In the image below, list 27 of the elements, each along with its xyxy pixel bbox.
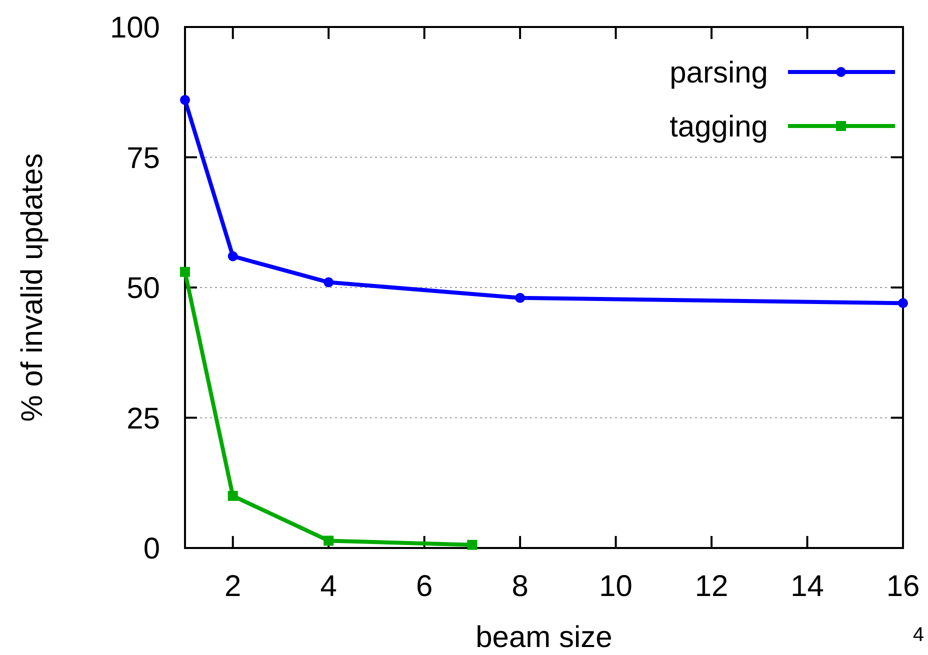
point <box>228 251 238 262</box>
x-tick-label: 8 <box>512 570 528 603</box>
point <box>515 292 526 303</box>
point <box>324 536 334 546</box>
legend-label: tagging <box>670 110 768 144</box>
point <box>228 490 238 501</box>
x-tick-label: 10 <box>599 570 632 603</box>
point <box>898 298 908 308</box>
text: 4 <box>912 624 924 646</box>
point <box>467 540 478 550</box>
y-tick-label: 75 <box>126 142 160 175</box>
x-axis-title: beam size <box>476 621 612 654</box>
y-tick-label: 50 <box>126 272 160 305</box>
x-tick-label: 4 <box>320 570 337 603</box>
y-axis-title: % of invalid updates <box>16 153 49 422</box>
y-tick-label: 25 <box>126 402 160 436</box>
x-tick-label: 16 <box>886 570 920 603</box>
x-tick-label: 2 <box>224 570 242 603</box>
y-tick-label: 0 <box>143 532 160 566</box>
x-tick-label: 12 <box>694 570 728 603</box>
point <box>180 266 190 277</box>
legend-label: parsing <box>670 56 768 90</box>
y-tick-label: 100 <box>110 12 160 44</box>
point <box>180 94 190 105</box>
x-tick-label: 6 <box>416 570 433 603</box>
point <box>324 277 334 288</box>
x-tick-label: 14 <box>790 570 824 603</box>
